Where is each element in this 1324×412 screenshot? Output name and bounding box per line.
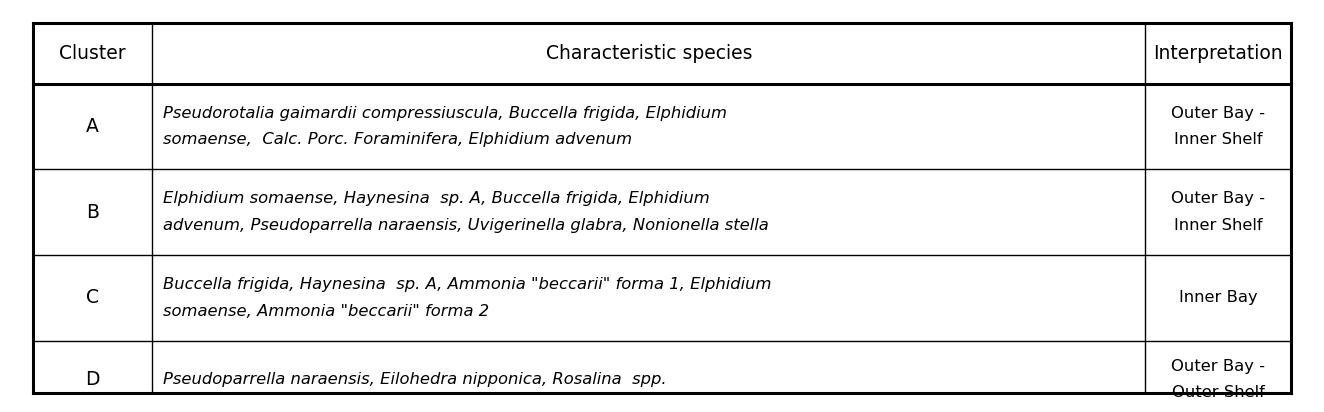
Text: Pseudoparrella naraensis, Eilohedra nipponica, Rosalina  spp.: Pseudoparrella naraensis, Eilohedra nipp… [163,372,666,387]
Text: Interpretation: Interpretation [1153,44,1283,63]
Text: somaense,  Calc. Porc. Foraminifera, Elphidium advenum: somaense, Calc. Porc. Foraminifera, Elph… [163,132,632,147]
Text: Cluster: Cluster [60,44,126,63]
Text: A: A [86,117,99,136]
Text: Inner Shelf: Inner Shelf [1174,132,1262,147]
Text: Outer Shelf: Outer Shelf [1172,385,1264,400]
Text: C: C [86,288,99,307]
Text: Characteristic species: Characteristic species [545,44,752,63]
Text: B: B [86,203,99,222]
Text: Outer Bay -: Outer Bay - [1172,359,1264,374]
Text: Elphidium somaense, Haynesina  sp. A, Buccella frigida, Elphidium: Elphidium somaense, Haynesina sp. A, Buc… [163,192,710,206]
Text: Inner Shelf: Inner Shelf [1174,218,1262,233]
Text: Outer Bay -: Outer Bay - [1172,106,1264,121]
Text: Buccella frigida, Haynesina  sp. A, Ammonia "beccarii" forma 1, Elphidium: Buccella frigida, Haynesina sp. A, Ammon… [163,277,772,292]
Text: Outer Bay -: Outer Bay - [1172,192,1264,206]
Text: D: D [86,370,99,389]
Text: Pseudorotalia gaimardii compressiuscula, Buccella frigida, Elphidium: Pseudorotalia gaimardii compressiuscula,… [163,106,727,121]
Text: Inner Bay: Inner Bay [1178,290,1258,305]
Text: somaense, Ammonia "beccarii" forma 2: somaense, Ammonia "beccarii" forma 2 [163,304,489,318]
Text: advenum, Pseudoparrella naraensis, Uvigerinella glabra, Nonionella stella: advenum, Pseudoparrella naraensis, Uvige… [163,218,769,233]
